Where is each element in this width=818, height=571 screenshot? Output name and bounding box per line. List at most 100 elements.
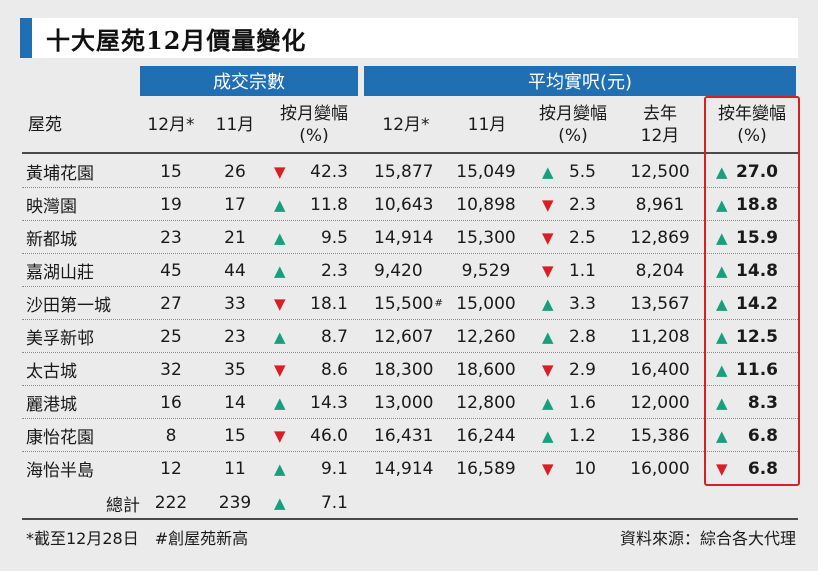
price-dec: 18,300 bbox=[364, 353, 446, 386]
triangle-up-icon: ▲ bbox=[542, 393, 554, 412]
volume-dec: 45 bbox=[160, 260, 182, 281]
price-mom-value: 3.3 bbox=[568, 293, 596, 314]
triangle-up-icon: ▲ bbox=[542, 162, 554, 181]
triangle-up-icon: ▲ bbox=[542, 426, 554, 445]
volume-mom: ▼ 42.3 bbox=[268, 155, 356, 188]
header-price-nov: 11月 bbox=[467, 115, 507, 135]
volume-mom-value: 8.7 bbox=[320, 326, 348, 347]
table-row: 新都城 23 21 ▲ 9.5 14,914 15,300 ▼ 2.5 12,869 ▲ 15.9 bbox=[22, 221, 798, 254]
header-yoy: 按年變幅 (%) bbox=[718, 104, 786, 146]
price-last-year: 16,400 bbox=[630, 359, 690, 380]
price-mom: ▼ 2.5 bbox=[528, 221, 616, 254]
triangle-down-icon: ▼ bbox=[542, 228, 554, 247]
title-bar: 十大屋苑12月價量變化 bbox=[20, 18, 798, 58]
volume-dec: 15 bbox=[160, 161, 182, 182]
triangle-up-icon: ▲ bbox=[274, 195, 286, 214]
volume-mom-value: 8.6 bbox=[320, 359, 348, 380]
price-yoy: ▲ 15.9 bbox=[706, 221, 796, 254]
table-row: 沙田第一城 27 33 ▼ 18.1 15,500 #15,000 ▲ 3.3 13,567 ▲ 14… bbox=[22, 287, 798, 320]
table-row: 康怡花園 8 15 ▼ 46.0 16,431 16,244 ▲ 1.2 15,386 ▲ 6.8 bbox=[22, 419, 798, 452]
price-last-year: 11,208 bbox=[630, 326, 690, 347]
price-dec-value: 14,914 bbox=[374, 227, 434, 248]
triangle-up-icon: ▲ bbox=[716, 228, 728, 247]
volume-dec: 23 bbox=[160, 227, 182, 248]
price-nov: 12,260 bbox=[456, 326, 516, 347]
price-dec-value: 9,420 bbox=[374, 260, 423, 281]
volume-mom: ▲ 8.7 bbox=[268, 320, 356, 353]
price-dec: 15,877 bbox=[364, 155, 446, 188]
total-vol-mom: ▲ 7.1 bbox=[268, 488, 356, 518]
total-vol-nov: 239 bbox=[218, 493, 252, 513]
table-row: 美孚新邨 25 23 ▲ 8.7 12,607 12,260 ▲ 2.8 11,208 ▲ 12.5 bbox=[22, 320, 798, 353]
price-mom: ▲ 3.3 bbox=[528, 287, 616, 320]
header-vol-mom: 按月變幅 (%) bbox=[280, 104, 348, 146]
total-mom-arrow-icon: ▲ bbox=[274, 494, 286, 512]
price-dec-value: 15,500 bbox=[374, 293, 434, 314]
price-dec: 13,000 bbox=[364, 386, 446, 419]
total-label: 總計 bbox=[106, 495, 140, 516]
volume-mom: ▼ 46.0 bbox=[268, 419, 356, 452]
triangle-down-icon: ▼ bbox=[274, 426, 286, 445]
volume-mom-value: 2.3 bbox=[320, 260, 348, 281]
price-mom-value: 5.5 bbox=[568, 161, 596, 182]
price-dec: 16,431 bbox=[364, 419, 446, 452]
triangle-up-icon: ▲ bbox=[542, 327, 554, 346]
table-row: 海怡半島 12 11 ▲ 9.1 14,914 16,589 ▼ 10 16,000 ▼ 6.8 bbox=[22, 452, 798, 485]
price-dec: 14,914 bbox=[364, 452, 446, 485]
table-row: 太古城 32 35 ▼ 8.6 18,300 18,600 ▼ 2.9 16,400 ▲ 11.6 bbox=[22, 353, 798, 386]
price-yoy-value: 8.3 bbox=[747, 392, 778, 413]
header-price-dec: 12月* bbox=[382, 115, 430, 135]
price-yoy-value: 14.8 bbox=[736, 260, 778, 281]
volume-nov: 14 bbox=[224, 392, 246, 413]
table-row: 黃埔花園 15 26 ▼ 42.3 15,877 15,049 ▲ 5.5 12,500 ▲ 27.0 bbox=[22, 155, 798, 188]
estate-name: 太古城 bbox=[26, 362, 77, 382]
source-note: 資料來源：綜合各大代理 bbox=[619, 529, 796, 548]
price-mom: ▼ 2.9 bbox=[528, 353, 616, 386]
footnote: *截至12月28日 #創屋苑新高 bbox=[26, 529, 249, 548]
price-dec: 15,500 # bbox=[364, 287, 446, 320]
price-yoy: ▲ 18.8 bbox=[706, 188, 796, 221]
price-yoy: ▲ 11.6 bbox=[706, 353, 796, 386]
price-yoy: ▲ 12.5 bbox=[706, 320, 796, 353]
price-dec: 12,607 bbox=[364, 320, 446, 353]
price-last-year: 8,204 bbox=[635, 260, 685, 281]
record-high-mark: # bbox=[434, 298, 443, 309]
price-yoy-value: 18.8 bbox=[736, 194, 778, 215]
price-dec-value: 12,607 bbox=[374, 326, 434, 347]
volume-mom: ▲ 9.5 bbox=[268, 221, 356, 254]
price-mom: ▲ 2.8 bbox=[528, 320, 616, 353]
price-yoy: ▲ 14.2 bbox=[706, 287, 796, 320]
volume-mom-value: 9.1 bbox=[320, 458, 348, 479]
volume-mom: ▼ 18.1 bbox=[268, 287, 356, 320]
table-row: 映灣園 19 17 ▲ 11.8 10,643 10,898 ▼ 2.3 8,961 ▲ 18.8 bbox=[22, 188, 798, 221]
volume-dec: 27 bbox=[160, 293, 182, 314]
triangle-down-icon: ▼ bbox=[542, 195, 554, 214]
price-yoy-value: 15.9 bbox=[736, 227, 778, 248]
estate-name: 康怡花園 bbox=[26, 428, 94, 448]
header-price-last-year: 去年 12月 bbox=[640, 104, 680, 146]
price-nov: 12,800 bbox=[456, 392, 516, 413]
triangle-up-icon: ▲ bbox=[716, 426, 728, 445]
volume-mom-value: 9.5 bbox=[320, 227, 348, 248]
price-mom-value: 2.9 bbox=[568, 359, 596, 380]
volume-mom: ▲ 14.3 bbox=[268, 386, 356, 419]
volume-mom-value: 42.3 bbox=[310, 161, 348, 182]
header-divider bbox=[22, 152, 798, 154]
price-nov: 18,600 bbox=[456, 359, 516, 380]
price-last-year: 12,500 bbox=[630, 161, 690, 182]
price-mom-value: 2.3 bbox=[568, 194, 596, 215]
price-dec-value: 14,914 bbox=[374, 458, 434, 479]
triangle-up-icon: ▲ bbox=[274, 393, 286, 412]
volume-nov: 44 bbox=[224, 260, 246, 281]
price-last-year: 15,386 bbox=[630, 425, 690, 446]
total-row: 總計 222 239 ▲ 7.1 bbox=[22, 488, 798, 518]
volume-dec: 19 bbox=[160, 194, 182, 215]
triangle-up-icon: ▲ bbox=[716, 294, 728, 313]
triangle-up-icon: ▲ bbox=[716, 261, 728, 280]
volume-nov: 17 bbox=[224, 194, 246, 215]
price-nov: 15,300 bbox=[456, 227, 516, 248]
price-mom-value: 1.6 bbox=[568, 392, 596, 413]
triangle-down-icon: ▼ bbox=[274, 294, 286, 313]
group-header-price: 平均實呎(元) bbox=[364, 66, 796, 96]
price-mom: ▲ 1.6 bbox=[528, 386, 616, 419]
